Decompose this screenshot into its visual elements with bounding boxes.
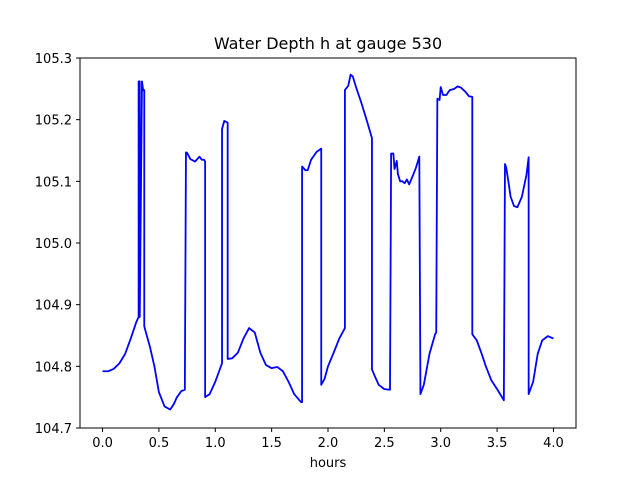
x-tick-label: 0.5 bbox=[149, 436, 170, 451]
x-tick-label: 1.5 bbox=[261, 436, 282, 451]
series-line-water-depth bbox=[102, 73, 554, 411]
y-tick-label: 104.7 bbox=[35, 422, 72, 437]
y-tick-label: 105.1 bbox=[35, 175, 72, 190]
x-tick-label: 4.0 bbox=[543, 436, 564, 451]
x-tick-label: 1.0 bbox=[205, 436, 226, 451]
y-tick-label: 105.3 bbox=[35, 52, 72, 67]
y-tick-label: 104.8 bbox=[35, 360, 72, 375]
x-axis: 0.0 0.5 1.0 1.5 2.0 2.5 3.0 3.5 4.0 bbox=[92, 428, 564, 451]
y-tick-label: 105.2 bbox=[35, 114, 72, 129]
x-tick-label: 3.5 bbox=[487, 436, 508, 451]
x-tick-label: 2.5 bbox=[374, 436, 395, 451]
x-tick-label: 2.0 bbox=[318, 436, 339, 451]
x-axis-label: hours bbox=[310, 456, 347, 471]
chart-title: Water Depth h at gauge 530 bbox=[214, 34, 442, 53]
y-tick-label: 105.0 bbox=[35, 237, 72, 252]
x-tick-label: 3.0 bbox=[430, 436, 451, 451]
x-tick-label: 0.0 bbox=[92, 436, 113, 451]
y-tick-label: 104.9 bbox=[35, 299, 72, 314]
y-axis: 104.7 104.8 104.9 105.0 105.1 105.2 105.3 bbox=[35, 52, 80, 437]
